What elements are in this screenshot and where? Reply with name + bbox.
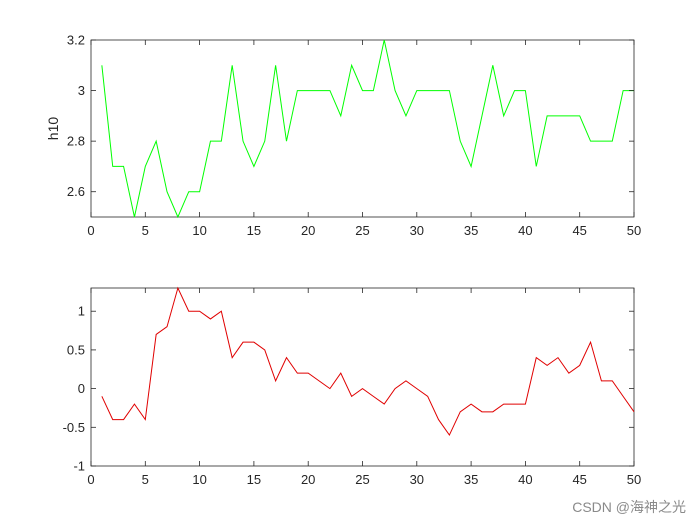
x-tick-label: 35: [464, 223, 478, 238]
series-line-1: [101, 39, 634, 219]
y-tick-label: 0.5: [67, 342, 85, 357]
x-tick-label: 35: [464, 472, 478, 487]
plot-area: [90, 287, 635, 467]
y-tick-label: 2.8: [67, 134, 85, 149]
x-tick-label: 30: [410, 223, 424, 238]
y-tick-label: 3: [78, 83, 85, 98]
x-tick-label: 25: [355, 223, 369, 238]
x-tick-label: 5: [142, 472, 149, 487]
x-tick-label: 45: [572, 223, 586, 238]
x-tick-label: 0: [87, 223, 94, 238]
watermark: CSDN @海神之光: [572, 499, 686, 515]
y-tick-label: 2.6: [67, 184, 85, 199]
y-tick-label: 1: [78, 304, 85, 319]
x-tick-label: 15: [247, 472, 261, 487]
x-tick-label: 40: [518, 472, 532, 487]
y-tick-label: 3.2: [67, 33, 85, 48]
y-tick-label: -1: [73, 459, 85, 474]
subplot-1: 0 5 10 15 20 25 30 35 40 45 50 2.6 2.8 3 3.2 h10: [45, 33, 641, 239]
series-line-1: [101, 286, 635, 437]
y-tick-label: -0.5: [63, 420, 85, 435]
subplot-2: 0 5 10 15 20 25 30 35 40 45 50 -1 -0.5 0 0.5 1: [63, 286, 641, 487]
x-tick-label: 5: [142, 223, 149, 238]
x-tick-label: 50: [627, 223, 641, 238]
x-tick-label: 30: [410, 472, 424, 487]
x-tick-label: 40: [518, 223, 532, 238]
x-tick-label: 10: [192, 472, 206, 487]
x-tick-label: 45: [572, 472, 586, 487]
x-tick-label: 50: [627, 472, 641, 487]
x-tick-label: 0: [87, 472, 94, 487]
x-tick-label: 20: [301, 223, 315, 238]
plot-area: [90, 39, 635, 218]
y-axis-label: h10: [45, 117, 61, 141]
x-tick-label: 25: [355, 472, 369, 487]
x-tick-label: 20: [301, 472, 315, 487]
x-tick-label: 10: [192, 223, 206, 238]
x-tick-label: 15: [247, 223, 261, 238]
y-tick-label: 0: [78, 381, 85, 396]
